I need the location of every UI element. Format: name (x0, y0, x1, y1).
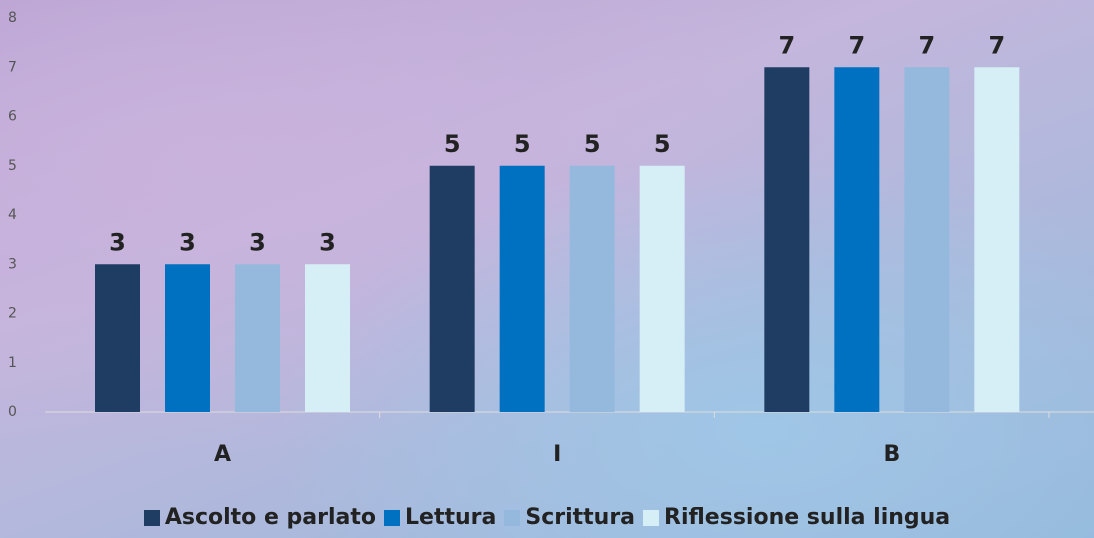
legend-label: Riflessione sulla lingua (664, 505, 951, 530)
x-tick-label: B (883, 442, 900, 467)
data-label: 7 (848, 31, 865, 59)
y-tick-label: 6 (8, 109, 17, 125)
bar (974, 67, 1020, 412)
data-label: 3 (109, 228, 126, 256)
bar (764, 67, 810, 412)
bar (429, 165, 475, 412)
y-tick-label: 0 (8, 404, 17, 420)
legend-label: Scrittura (525, 505, 636, 530)
y-tick-label: 3 (8, 256, 17, 272)
bar (834, 67, 880, 412)
y-tick-label: 7 (8, 59, 17, 75)
bar (235, 264, 280, 412)
bar (639, 165, 685, 412)
legend-label: Ascolto e parlato (164, 505, 376, 530)
data-label: 3 (179, 228, 196, 256)
data-label: 7 (988, 31, 1005, 59)
bar (95, 264, 140, 412)
legend: Ascolto e parlato Lettura Scrittura Rifless… (0, 505, 1094, 530)
data-label: 5 (584, 130, 601, 158)
y-tick-label: 4 (8, 207, 17, 223)
data-label: 5 (444, 130, 461, 158)
legend-item: Ascolto e parlato (143, 505, 376, 530)
data-label: 3 (319, 228, 336, 256)
legend-item: Riflessione sulla lingua (643, 505, 950, 530)
bar (305, 264, 350, 412)
bar (499, 165, 545, 412)
legend-swatch (384, 509, 400, 526)
legend-swatch (143, 509, 160, 526)
y-tick-label: 8 (8, 10, 17, 26)
x-tick-label: A (214, 442, 231, 467)
legend-swatch (643, 509, 660, 526)
legend-label: Lettura (405, 505, 497, 530)
y-tick-label: 1 (8, 355, 17, 371)
chart: 0 1 2 3 4 5 6 7 8 A I B 3 5 7 3 5 7 3 5 7 3 5 7 (8, 10, 1094, 467)
y-tick-label: 5 (8, 158, 17, 174)
data-label: 3 (249, 228, 266, 256)
x-tick-label: I (553, 442, 561, 467)
legend-item: Scrittura (504, 505, 635, 530)
bar (569, 165, 615, 412)
legend-item: Lettura (384, 505, 496, 530)
bar (165, 264, 210, 412)
data-label: 5 (514, 130, 531, 158)
data-label: 7 (778, 31, 795, 59)
y-tick-label: 2 (8, 306, 17, 322)
data-label: 7 (918, 31, 935, 59)
bar (904, 67, 950, 412)
data-label: 5 (654, 130, 671, 158)
legend-swatch (504, 509, 521, 526)
